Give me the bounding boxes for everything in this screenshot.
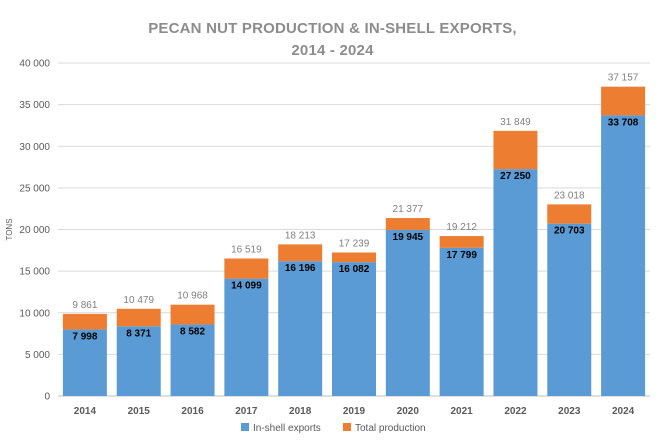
bar-in-shell-exports xyxy=(601,115,646,397)
x-tick-label: 2016 xyxy=(181,406,204,417)
y-tick-label: 5 000 xyxy=(25,350,50,361)
chart-title-line-1: PECAN NUT PRODUCTION & IN-SHELL EXPORTS, xyxy=(148,20,517,37)
data-label-in-shell-exports: 8 582 xyxy=(180,327,205,338)
bar-in-shell-exports xyxy=(116,326,161,396)
x-tick-label: 2024 xyxy=(612,406,635,417)
bar-total-production xyxy=(116,308,161,327)
chart-title-line-2: 2014 - 2024 xyxy=(291,42,374,59)
data-label-in-shell-exports: 14 099 xyxy=(231,281,262,292)
bar-in-shell-exports xyxy=(170,324,215,396)
y-tick-label: 35 000 xyxy=(19,100,50,111)
legend-swatch-total-production xyxy=(343,423,351,431)
y-tick-label: 0 xyxy=(44,392,50,403)
data-label-total-production: 23 018 xyxy=(554,190,585,201)
bar-in-shell-exports xyxy=(385,229,430,396)
bar-total-production xyxy=(547,204,592,224)
bar-total-production xyxy=(170,304,215,325)
x-tick-label: 2020 xyxy=(397,406,420,417)
x-tick-label: 2022 xyxy=(504,406,527,417)
data-label-total-production: 9 861 xyxy=(72,300,97,311)
data-label-in-shell-exports: 16 082 xyxy=(339,264,370,275)
bar-in-shell-exports xyxy=(547,223,592,396)
bar-total-production xyxy=(493,130,538,170)
y-tick-label: 30 000 xyxy=(19,142,50,153)
data-label-total-production: 31 849 xyxy=(500,117,531,128)
y-tick-label: 40 000 xyxy=(19,59,50,70)
x-tick-label: 2019 xyxy=(343,406,366,417)
data-label-in-shell-exports: 27 250 xyxy=(500,171,531,182)
x-tick-label: 2014 xyxy=(74,406,97,417)
bar-total-production xyxy=(62,313,107,330)
x-tick-label: 2015 xyxy=(128,406,151,417)
data-label-total-production: 10 479 xyxy=(123,295,154,306)
y-tick-label: 20 000 xyxy=(19,225,50,236)
data-label-in-shell-exports: 7 998 xyxy=(72,331,97,342)
data-label-in-shell-exports: 17 799 xyxy=(446,250,477,261)
bar-total-production xyxy=(278,244,323,262)
data-label-total-production: 21 377 xyxy=(393,204,424,215)
data-label-in-shell-exports: 19 945 xyxy=(393,232,424,243)
data-label-total-production: 16 519 xyxy=(231,244,262,255)
bar-in-shell-exports xyxy=(332,262,376,396)
data-label-in-shell-exports: 16 196 xyxy=(285,263,316,274)
y-tick-label: 25 000 xyxy=(19,183,50,194)
x-tick-label: 2018 xyxy=(289,406,312,417)
bars xyxy=(62,86,646,397)
bar-total-production xyxy=(332,252,376,263)
data-label-total-production: 18 213 xyxy=(285,230,316,241)
y-tick-label: 10 000 xyxy=(19,308,50,319)
bar-total-production xyxy=(601,86,646,116)
bar-in-shell-exports xyxy=(439,247,484,396)
bar-in-shell-exports xyxy=(493,169,538,396)
data-label-total-production: 37 157 xyxy=(608,73,639,84)
data-label-total-production: 17 239 xyxy=(339,238,370,249)
data-label-total-production: 19 212 xyxy=(446,222,477,233)
y-tick-label: 15 000 xyxy=(19,267,50,278)
axes: 0 5 000 10 000 15 000 20 000 25 000 30 000 35 0… xyxy=(19,59,634,418)
data-label-in-shell-exports: 33 708 xyxy=(608,117,639,128)
bar-total-production xyxy=(224,258,269,279)
y-axis-label: TONS xyxy=(5,218,14,240)
bar-total-production xyxy=(439,236,484,248)
legend: In-shell exports Total production xyxy=(241,423,426,434)
x-tick-label: 2017 xyxy=(235,406,258,417)
data-label-in-shell-exports: 20 703 xyxy=(554,226,585,237)
bar-total-production xyxy=(385,218,430,230)
data-label-total-production: 10 968 xyxy=(177,291,208,302)
x-tick-label: 2021 xyxy=(451,406,474,417)
legend-label-total-production: Total production xyxy=(355,423,426,434)
data-label-in-shell-exports: 8 371 xyxy=(126,328,151,339)
bar-in-shell-exports xyxy=(224,278,269,396)
legend-label-in-shell-exports: In-shell exports xyxy=(253,423,321,434)
bar-in-shell-exports xyxy=(62,329,107,396)
data-labels: 9 861 7 998 10 479 8 371 10 968 8 582 16 519 14… xyxy=(72,73,638,343)
legend-swatch-in-shell-exports xyxy=(241,423,249,431)
bar-in-shell-exports xyxy=(278,261,323,396)
x-tick-label: 2023 xyxy=(558,406,581,417)
